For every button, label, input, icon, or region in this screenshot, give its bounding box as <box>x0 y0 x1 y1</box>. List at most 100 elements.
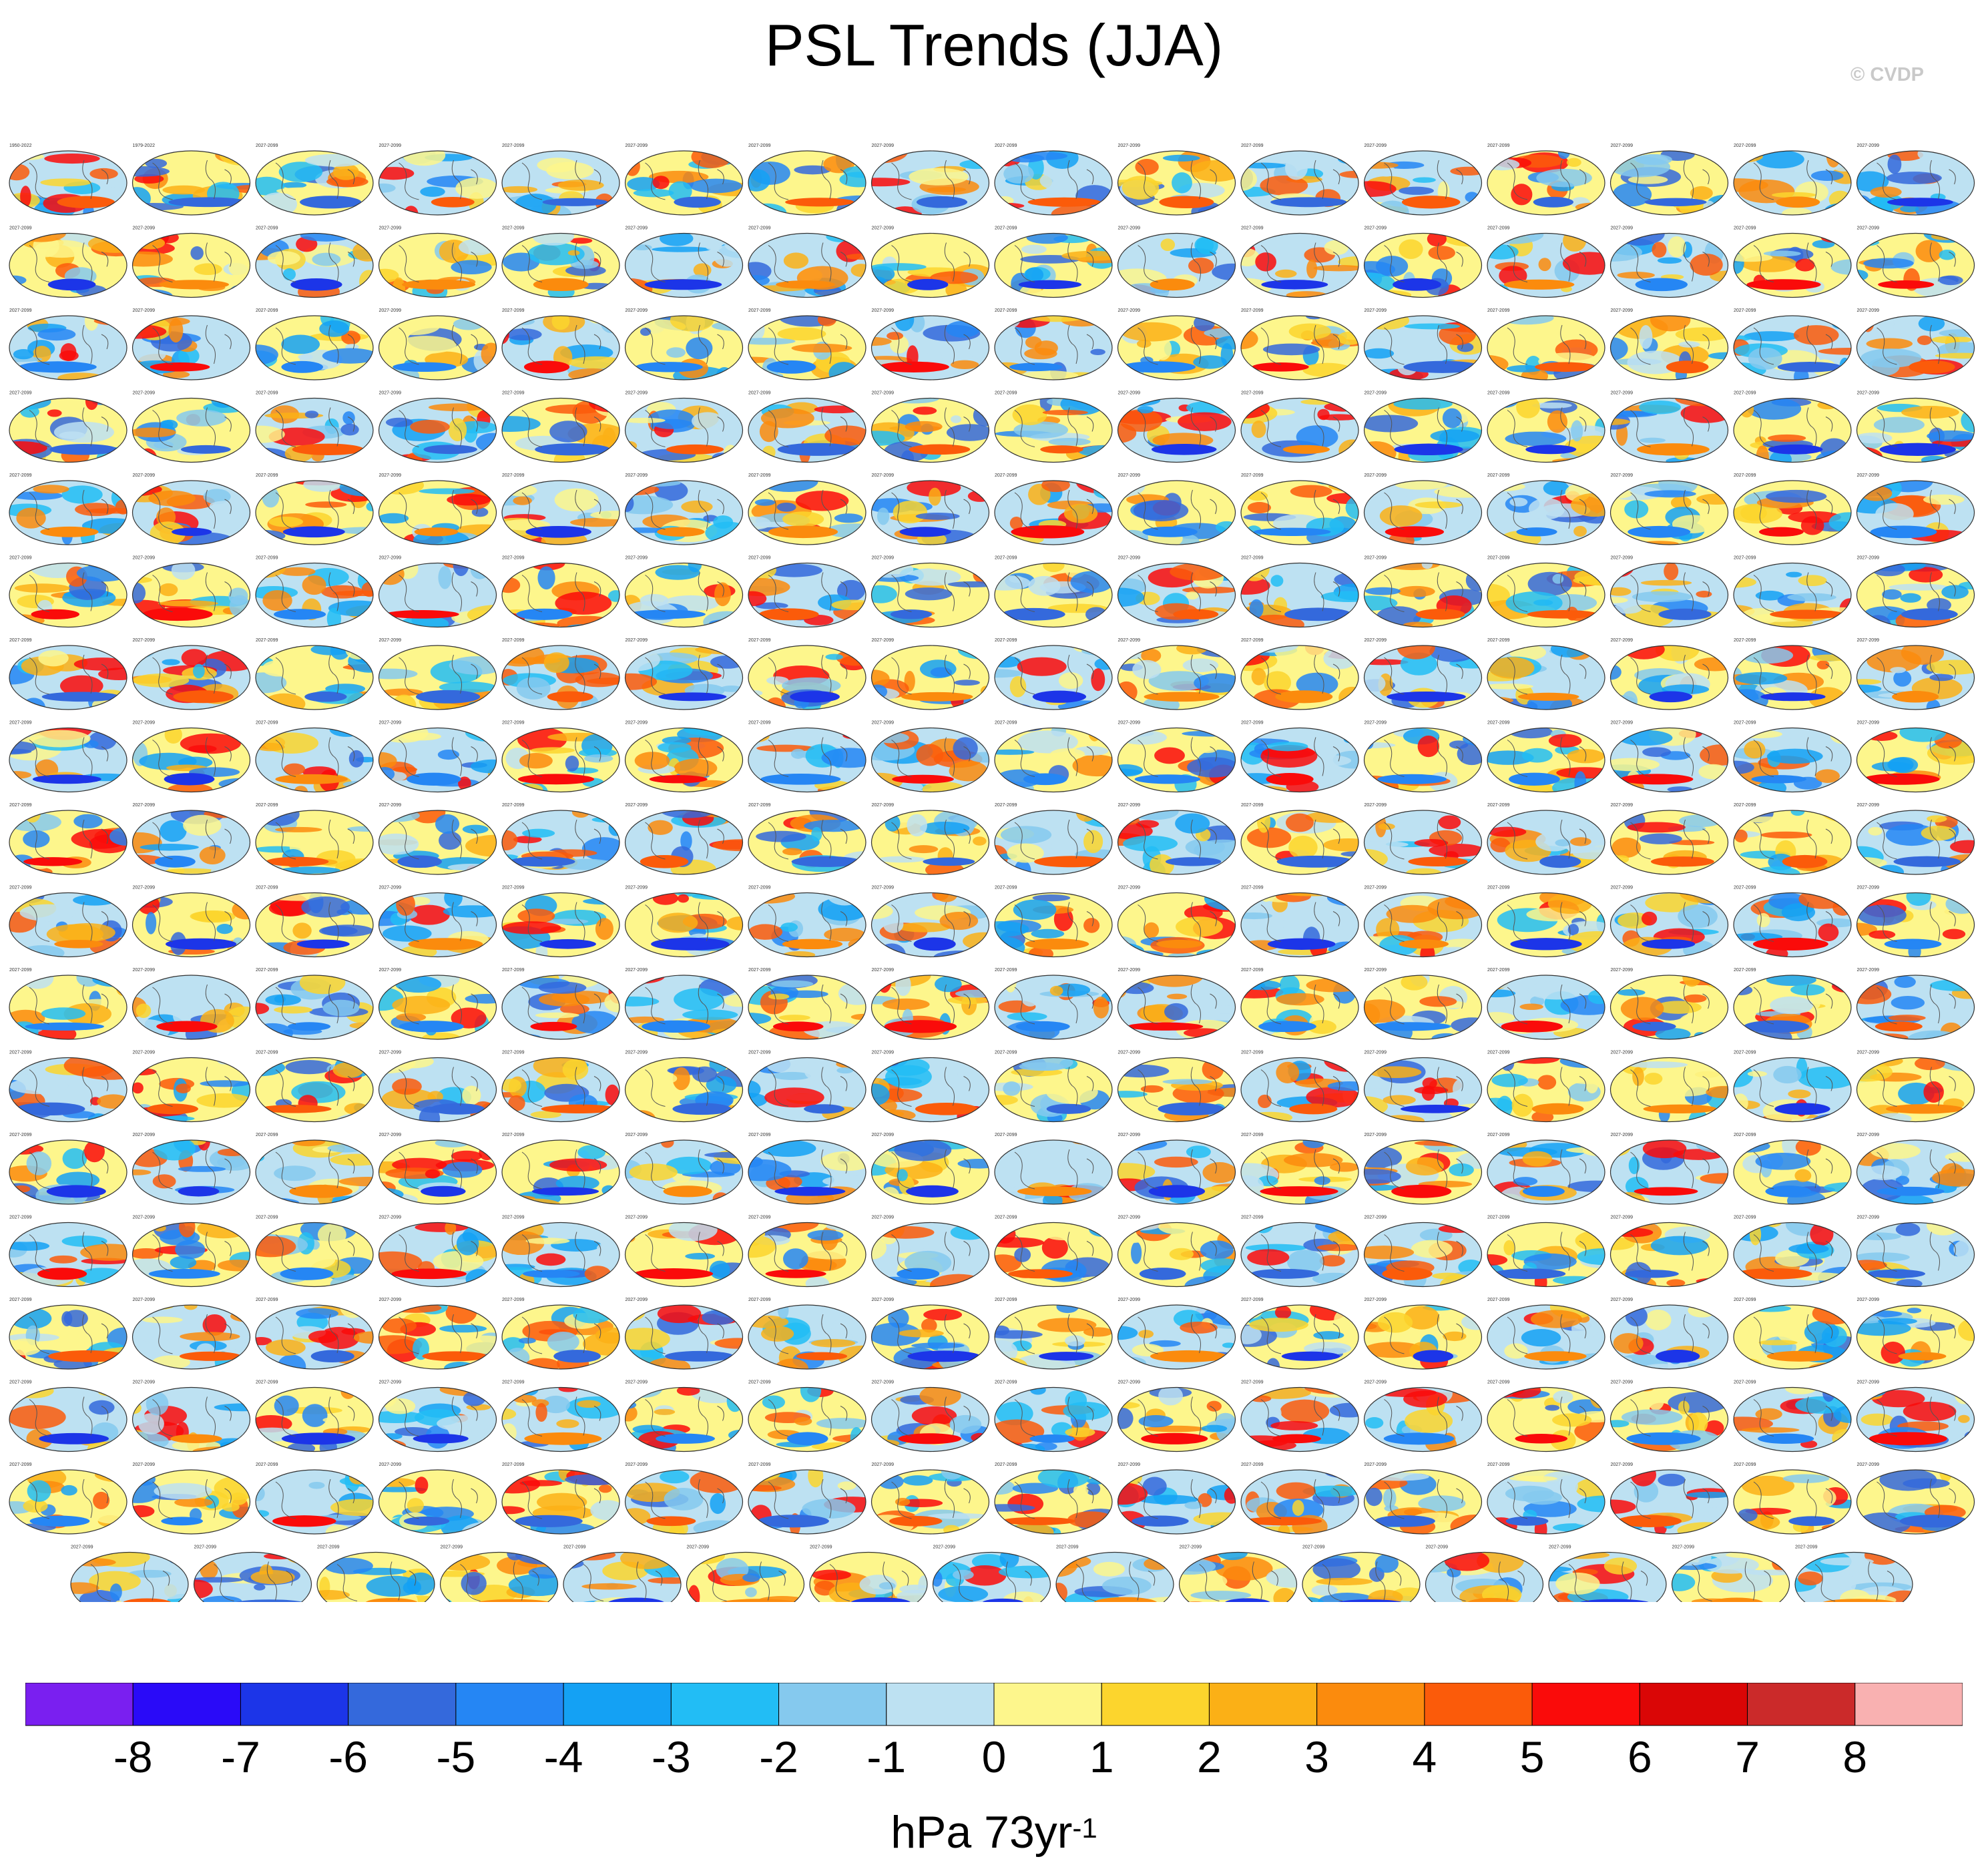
panel-period-label: 2027-2099 <box>1857 1298 1880 1302</box>
panel-period-label: 2027-2099 <box>1241 638 1264 643</box>
panel-period-label: 2027-2099 <box>502 1380 525 1385</box>
panel-period-label: 2027-2099 <box>1487 803 1510 808</box>
map-panel: 2027-2099 <box>994 1051 1113 1123</box>
map-panel: 2027-2099 <box>871 1051 990 1123</box>
map-panel: 2027-2099 <box>1240 1133 1359 1205</box>
panel-period-label: 2027-2099 <box>748 968 771 973</box>
map-panel: 2027-2099 <box>1363 638 1483 710</box>
colorbar-bin <box>563 1683 672 1726</box>
map-panel: 2027-2099 <box>1240 308 1359 380</box>
colorbar-bin <box>1424 1683 1533 1726</box>
map-panel: 2027-2099 <box>378 968 497 1040</box>
map-panel: 2027-2099 <box>624 968 744 1040</box>
panel-period-label: 2027-2099 <box>1857 144 1880 148</box>
panel-period-label: 2027-2099 <box>256 226 278 231</box>
panel-period-label: 2027-2099 <box>933 1545 956 1550</box>
panel-period-label: 2027-2099 <box>563 1545 586 1550</box>
map-panel: 2027-2099 <box>255 556 374 628</box>
map-panel: 2027-2099 <box>378 886 497 958</box>
panel-period-label: 2027-2099 <box>133 1380 156 1385</box>
panel-period-label: 2027-2099 <box>9 803 32 808</box>
map-panel: 2027-2099 <box>9 391 128 463</box>
panel-period-label: 2027-2099 <box>256 391 278 396</box>
map-panel: 2027-2099 <box>9 721 128 793</box>
panel-period-label: 2027-2099 <box>1241 556 1264 561</box>
panel-period-label: 2027-2099 <box>379 1133 402 1137</box>
panel-period-label: 2027-2099 <box>133 886 156 890</box>
panel-period-label: 2027-2099 <box>379 1298 402 1302</box>
map-panel: 2027-2099 <box>994 638 1113 710</box>
map-panel: 2027-2099 <box>1363 1380 1483 1452</box>
map-panel: 2027-2099 <box>378 226 497 298</box>
panel-period-label: 2027-2099 <box>1549 1545 1571 1550</box>
map-panel: 2027-2099 <box>871 391 990 463</box>
map-panel: 2027-2099 <box>1363 473 1483 545</box>
map-panel: 2027-2099 <box>748 391 866 463</box>
panel-period-label: 2027-2099 <box>748 1462 771 1467</box>
panel-period-label: 2027-2099 <box>995 721 1017 726</box>
colorbar-bin <box>1639 1683 1748 1726</box>
map-panel: 2027-2099 <box>255 391 374 463</box>
chart-title: PSL Trends (JJA) <box>764 12 1224 78</box>
panel-period-label: 2027-2099 <box>1241 1051 1264 1055</box>
panel-period-label: 2027-2099 <box>502 1051 525 1055</box>
panel-period-label: 2027-2099 <box>995 638 1017 643</box>
panel-period-label: 2027-2099 <box>748 803 771 808</box>
panel-period-label: 2027-2099 <box>995 391 1017 396</box>
colorbar-tick-label: -4 <box>544 1732 583 1782</box>
map-panel: 2027-2099 <box>132 1133 251 1205</box>
panel-period-label: 2027-2099 <box>1241 226 1264 231</box>
map-panel: 2027-2099 <box>1794 1545 1913 1602</box>
map-panel: 2027-2099 <box>316 1545 435 1602</box>
panel-period-label: 2027-2099 <box>441 1545 463 1550</box>
panel-period-label: 2027-2099 <box>133 803 156 808</box>
panel-period-label: 2027-2099 <box>1364 1380 1387 1385</box>
panel-period-label: 2027-2099 <box>133 556 156 561</box>
panel-period-label: 2027-2099 <box>995 556 1017 561</box>
panel-period-label: 2027-2099 <box>1487 968 1510 973</box>
panel-period-label: 2027-2099 <box>379 1462 402 1467</box>
map-panel: 2027-2099 <box>1240 968 1359 1040</box>
panel-period-label: 2027-2099 <box>748 473 771 478</box>
panel-period-label: 2027-2099 <box>1611 803 1634 808</box>
panel-period-label: 2027-2099 <box>502 473 525 478</box>
panel-period-label: 2027-2099 <box>626 1462 648 1467</box>
panel-period-label: 2027-2099 <box>1302 1545 1325 1550</box>
panel-period-label: 2027-2099 <box>379 721 402 726</box>
map-panel: 2027-2099 <box>1609 1462 1729 1535</box>
map-panel: 2027-2099 <box>1856 886 1975 958</box>
panel-period-label: 2027-2099 <box>1118 638 1141 643</box>
panel-period-label: 2027-2099 <box>626 391 648 396</box>
panel-period-label: 2027-2099 <box>748 886 771 890</box>
map-panel: 2027-2099 <box>132 886 251 958</box>
map-panel: 2027-2099 <box>1733 308 1852 380</box>
map-panel: 2027-2099 <box>994 803 1113 875</box>
panel-period-label: 2027-2099 <box>626 721 648 726</box>
map-panel: 2027-2099 <box>1240 391 1359 463</box>
panel-period-label: 2027-2099 <box>748 144 771 148</box>
map-panel: 2027-2099 <box>1487 721 1605 793</box>
panel-period-label: 2027-2099 <box>1611 308 1634 313</box>
map-panel: 2027-2099 <box>1548 1545 1667 1602</box>
panel-period-label: 2027-2099 <box>1241 473 1264 478</box>
panel-period-label: 2027-2099 <box>256 638 278 643</box>
map-panel: 2027-2099 <box>624 556 744 628</box>
map-panel: 2027-2099 <box>624 886 744 958</box>
colorbar-bin <box>1854 1683 1963 1726</box>
colorbar-bin <box>1747 1683 1856 1726</box>
map-panel: 2027-2099 <box>1240 803 1359 875</box>
map-panel: 2027-2099 <box>9 1380 128 1452</box>
panel-period-label: 2027-2099 <box>9 308 32 313</box>
panel-period-label: 2027-2099 <box>1118 1133 1141 1137</box>
map-panel: 2027-2099 <box>1240 886 1359 958</box>
map-panel: 2027-2099 <box>1240 1216 1359 1288</box>
panel-period-label: 2027-2099 <box>872 308 895 313</box>
panel-period-label: 2027-2099 <box>1857 473 1880 478</box>
map-panel: 1950-2022 <box>9 144 128 216</box>
panel-period-label: 2027-2099 <box>1734 1216 1756 1220</box>
panel-period-label: 2027-2099 <box>1118 556 1141 561</box>
panel-period-label: 2027-2099 <box>256 144 278 148</box>
panel-period-label: 2027-2099 <box>748 226 771 231</box>
colorbar-tick-label: 0 <box>982 1732 1007 1782</box>
panel-period-label: 2027-2099 <box>1611 968 1634 973</box>
